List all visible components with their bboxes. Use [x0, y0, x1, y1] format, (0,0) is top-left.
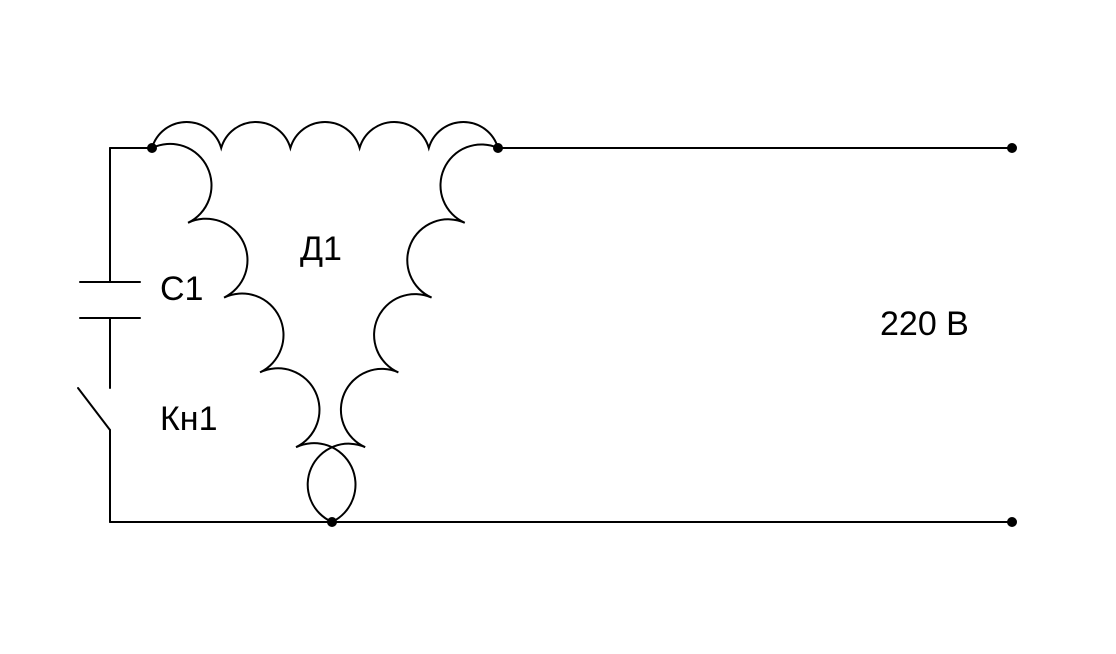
terminal-bottom [1007, 517, 1017, 527]
label-voltage: 220 В [880, 305, 969, 343]
terminal-top [1007, 143, 1017, 153]
motor-winding-right [308, 144, 498, 522]
label-motor: Д1 [300, 230, 342, 268]
motor-winding-top [152, 122, 498, 148]
switch-blade [78, 388, 110, 430]
node-top-right [493, 143, 503, 153]
label-switch: Кн1 [160, 400, 218, 438]
node-bottom-apex [327, 517, 337, 527]
motor-winding-left [152, 144, 356, 522]
node-top-left [147, 143, 157, 153]
label-capacitor: С1 [160, 270, 203, 308]
circuit-diagram: Д1 С1 Кн1 220 В [0, 0, 1116, 654]
